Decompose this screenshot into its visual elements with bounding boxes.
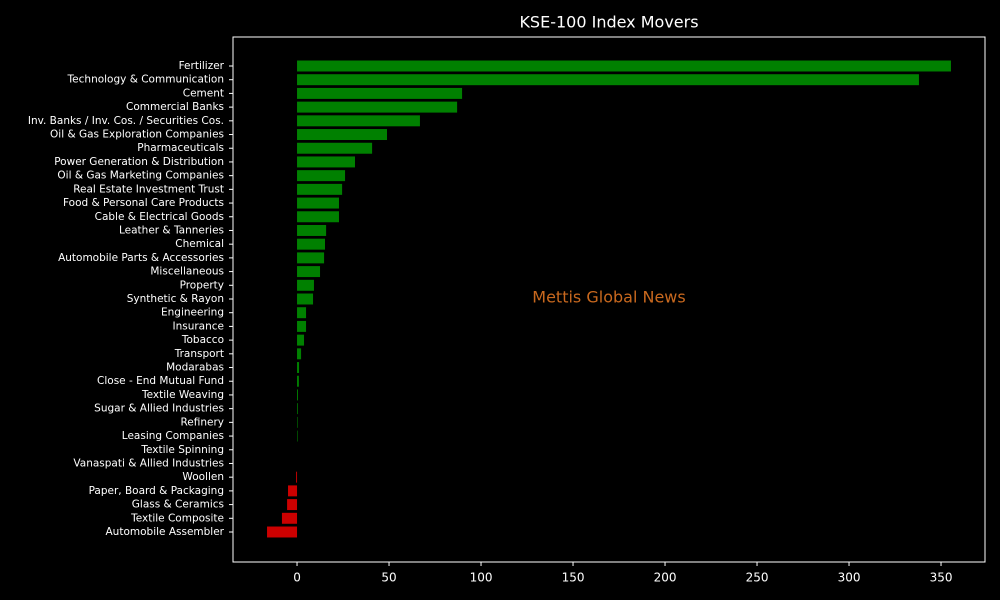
bar [297,362,300,374]
bar [297,348,302,360]
bar [297,252,325,264]
y-tick-label: Automobile Assembler [106,526,225,538]
y-tick-label: Cable & Electrical Goods [95,211,224,223]
bar [297,87,463,99]
bar [297,74,919,86]
bar [281,512,298,524]
bar [297,224,327,236]
bar [267,526,298,538]
y-tick-label: Vanaspati & Allied Industries [73,457,224,469]
x-tick-label: 150 [562,571,585,585]
bar [297,183,343,195]
y-tick-label: Miscellaneous [150,266,224,278]
bar [297,115,420,127]
y-tick-label: Chemical [175,238,224,250]
y-tick-label: Synthetic & Rayon [127,293,224,305]
y-tick-label: Textile Spinning [140,444,224,456]
y-tick-label: Close - End Mutual Fund [97,375,224,387]
bar [297,129,388,141]
y-tick-label: Food & Personal Care Products [63,197,224,209]
bar [297,170,346,182]
y-tick-label: Leather & Tanneries [119,224,224,236]
y-tick-label: Insurance [172,320,224,332]
bar [296,471,298,483]
y-tick-label: Inv. Banks / Inv. Cos. / Securities Cos. [28,115,224,127]
x-tick-label: 100 [470,571,493,585]
watermark: Mettis Global News [532,288,685,307]
bar [297,375,299,387]
y-tick-label: Oil & Gas Marketing Companies [57,170,224,182]
y-tick-label: Textile Composite [130,512,224,524]
y-tick-label: Property [180,279,224,291]
bar [297,211,339,223]
y-tick-label: Transport [174,348,224,360]
y-tick-label: Engineering [161,307,224,319]
bar [297,320,307,332]
bar [297,430,298,442]
x-tick-label: 250 [746,571,769,585]
x-tick-label: 300 [838,571,861,585]
bar [297,197,339,209]
y-tick-label: Technology & Communication [67,74,224,86]
bar [297,156,355,168]
bar [297,142,373,154]
bar [297,293,314,305]
y-tick-label: Refinery [180,416,224,428]
bar [297,389,298,401]
x-tick-label: 0 [293,571,301,585]
bar [297,266,321,278]
bar [297,416,298,428]
y-tick-label: Textile Weaving [141,389,224,401]
x-tick-label: 50 [381,571,396,585]
x-tick-label: 200 [654,571,677,585]
y-tick-label: Glass & Ceramics [132,499,224,511]
plot-frame [232,36,986,563]
y-tick-label: Tobacco [181,334,224,346]
y-tick-label: Real Estate Investment Trust [73,183,224,195]
bar [297,101,458,113]
y-tick-label: Modarabas [166,362,224,374]
chart-title: KSE-100 Index Movers [519,13,698,32]
y-tick-label: Pharmaceuticals [137,142,224,154]
y-tick-label: Leasing Companies [122,430,224,442]
y-tick-label: Automobile Parts & Accessories [58,252,224,264]
bar [297,60,951,72]
y-tick-label: Oil & Gas Exploration Companies [50,129,224,141]
y-tick-label: Power Generation & Distribution [54,156,224,168]
bar [297,238,325,250]
y-tick-label: Fertilizer [179,60,225,72]
y-tick-label: Commercial Banks [126,101,224,113]
bar [297,403,298,415]
y-tick-label: Sugar & Allied Industries [94,403,224,415]
bar [297,334,305,346]
y-tick-label: Paper, Board & Packaging [89,485,224,497]
bar [297,307,307,319]
bar [297,279,314,291]
bar [287,499,298,511]
bar [288,485,298,497]
y-tick-label: Cement [183,87,224,99]
y-tick-label: Woollen [182,471,224,483]
x-tick-label: 350 [930,571,953,585]
